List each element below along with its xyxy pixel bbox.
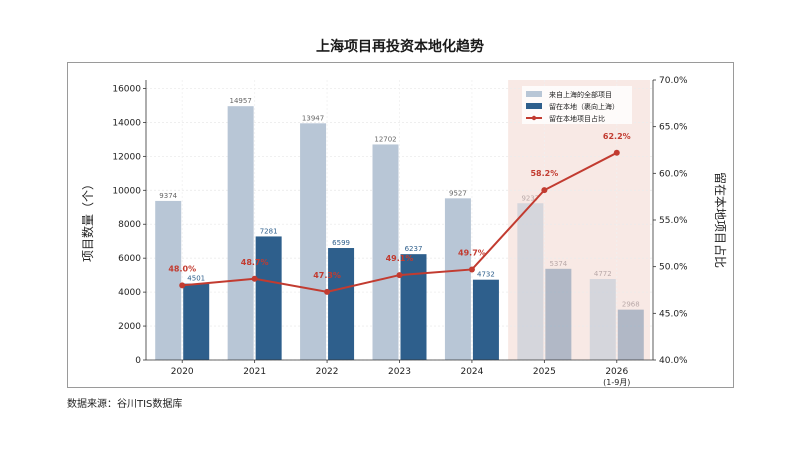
bar-total-label-2022: 13947 <box>302 114 324 122</box>
y-tick-label: 8000 <box>118 220 141 230</box>
y-right-tick-label: 65.0% <box>659 123 688 133</box>
bar-total-label-2023: 12702 <box>374 135 396 143</box>
bar-total-2021 <box>227 106 254 361</box>
bar-total-2026 <box>589 279 616 360</box>
bar-local-2023 <box>400 254 427 360</box>
y-right-tick-label: 60.0% <box>659 169 688 179</box>
ratio-label-2023: 49.1% <box>386 254 414 263</box>
y-right-tick-label: 40.0% <box>659 356 688 366</box>
bar-total-label-2024: 9527 <box>449 189 467 197</box>
y-tick-label: 10000 <box>112 186 141 196</box>
bar-local-2022 <box>328 248 355 360</box>
bar-local-label-2021: 7281 <box>260 227 278 235</box>
ratio-label-2022: 47.3% <box>313 271 341 280</box>
y-tick-label: 0 <box>135 356 141 366</box>
bar-local-2024 <box>472 279 499 360</box>
bar-total-label-2026: 4772 <box>594 270 612 278</box>
ratio-point-2023 <box>396 272 403 279</box>
data-source-note: 数据来源：谷川TIS数据库 <box>67 399 183 410</box>
bar-local-label-2024: 4732 <box>477 271 495 279</box>
legend-marker-2 <box>531 115 537 121</box>
ratio-label-2020: 48.0% <box>168 264 196 273</box>
y-tick-label: 2000 <box>118 322 141 332</box>
chart-frame <box>67 62 734 388</box>
ratio-point-2024 <box>468 266 475 273</box>
x-tick-sublabel-2026: (1-9月) <box>603 378 630 387</box>
y-axis-title: 项目数量（个） <box>80 178 95 262</box>
legend-label-2: 留在本地项目占比 <box>549 114 605 123</box>
legend-swatch-1 <box>526 103 542 109</box>
y-right-tick-label: 45.0% <box>659 309 688 319</box>
ratio-label-2026: 62.2% <box>603 132 631 141</box>
y-tick-label: 4000 <box>118 288 141 298</box>
ratio-label-2025: 58.2% <box>530 169 558 178</box>
bar-local-2025 <box>545 268 572 360</box>
y-right-tick-label: 50.0% <box>659 263 688 273</box>
ratio-point-2020 <box>179 282 186 289</box>
chart-title: 上海项目再投资本地化趋势 <box>316 39 484 55</box>
bar-total-label-2021: 14957 <box>230 97 252 105</box>
ratio-point-2021 <box>251 275 258 282</box>
bar-total-2023 <box>372 144 399 360</box>
legend-label-0: 来自上海的全部项目 <box>549 90 612 99</box>
bar-local-label-2020: 4501 <box>187 275 205 283</box>
x-tick-label-2024: 2024 <box>460 367 483 377</box>
y-tick-label: 16000 <box>112 84 141 94</box>
y-right-tick-label: 55.0% <box>659 216 688 226</box>
ratio-point-2022 <box>324 288 331 295</box>
bar-local-label-2023: 6237 <box>405 245 423 253</box>
ratio-label-2024: 49.7% <box>458 248 486 257</box>
bar-total-2022 <box>300 123 327 360</box>
bar-local-label-2022: 6599 <box>332 239 350 247</box>
bar-total-2024 <box>444 198 471 360</box>
x-tick-label-2020: 2020 <box>171 367 194 377</box>
x-tick-label-2022: 2022 <box>316 367 339 377</box>
bar-local-2026 <box>617 309 644 360</box>
y-right-tick-label: 70.0% <box>659 76 688 86</box>
y-tick-label: 6000 <box>118 254 141 264</box>
bar-local-2020 <box>183 283 210 360</box>
x-tick-label-2025: 2025 <box>533 367 556 377</box>
x-tick-label-2026: 2026 <box>605 367 628 377</box>
legend-swatch-0 <box>526 91 542 97</box>
y-tick-label: 14000 <box>112 118 141 128</box>
x-tick-label-2021: 2021 <box>243 367 266 377</box>
bar-total-label-2020: 9374 <box>159 192 177 200</box>
ratio-point-2025 <box>541 187 548 194</box>
ratio-point-2026 <box>613 149 620 156</box>
bar-local-label-2025: 5374 <box>549 260 567 268</box>
bar-total-2020 <box>155 200 182 360</box>
bar-local-label-2026: 2968 <box>622 301 640 309</box>
legend-label-1: 留在本地（裹向上海） <box>549 102 619 111</box>
x-tick-label-2023: 2023 <box>388 367 411 377</box>
bar-total-2025 <box>517 203 544 360</box>
ratio-label-2021: 48.7% <box>241 258 269 267</box>
bar-total-label-2025: 9237 <box>521 194 539 202</box>
bar-local-2021 <box>255 236 282 360</box>
y-tick-label: 12000 <box>112 152 141 162</box>
y-right-axis-title: 留在本地项目占比 <box>713 172 728 268</box>
